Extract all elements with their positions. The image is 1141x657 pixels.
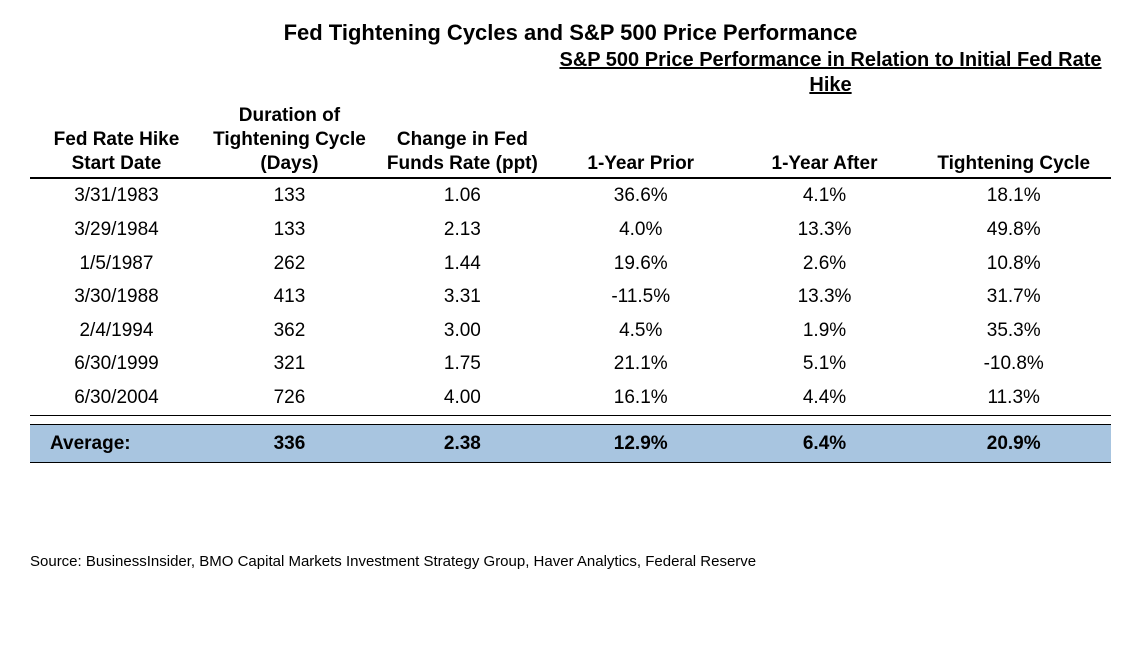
table-header-row: Fed Rate Hike Start Date Duration of Tig… (30, 102, 1111, 178)
cell-change: 1.06 (376, 178, 549, 213)
table-row: 1/5/19872621.4419.6%2.6%10.8% (30, 247, 1111, 281)
cell-change: 1.44 (376, 247, 549, 281)
average-row: Average:3362.3812.9%6.4%20.9% (30, 424, 1111, 463)
subtitle: S&P 500 Price Performance in Relation to… (550, 48, 1111, 98)
cell-cycle: 11.3% (916, 381, 1111, 415)
cell-after: 13.3% (733, 280, 917, 314)
cell-after: 13.3% (733, 213, 917, 247)
cell-duration: 262 (203, 247, 376, 281)
col-header-after: 1-Year After (733, 102, 917, 178)
cell-cycle: 35.3% (916, 314, 1111, 348)
cell-date: 3/30/1988 (30, 280, 203, 314)
cell-date: 6/30/1999 (30, 347, 203, 381)
avg-label: Average: (30, 424, 203, 463)
cell-after: 5.1% (733, 347, 917, 381)
cell-date: 1/5/1987 (30, 247, 203, 281)
data-table: Fed Rate Hike Start Date Duration of Tig… (30, 102, 1111, 463)
cell-date: 3/31/1983 (30, 178, 203, 213)
cell-duration: 133 (203, 213, 376, 247)
cell-prior: 4.0% (549, 213, 733, 247)
cell-prior: 16.1% (549, 381, 733, 415)
cell-date: 2/4/1994 (30, 314, 203, 348)
cell-after: 4.1% (733, 178, 917, 213)
cell-cycle: 10.8% (916, 247, 1111, 281)
cell-prior: -11.5% (549, 280, 733, 314)
cell-after: 4.4% (733, 381, 917, 415)
cell-change: 2.13 (376, 213, 549, 247)
source-note: Source: BusinessInsider, BMO Capital Mar… (30, 553, 1111, 570)
spacer-row (30, 415, 1111, 424)
cell-prior: 36.6% (549, 178, 733, 213)
cell-change: 3.31 (376, 280, 549, 314)
avg-cycle: 20.9% (916, 424, 1111, 463)
cell-prior: 19.6% (549, 247, 733, 281)
cell-prior: 21.1% (549, 347, 733, 381)
cell-duration: 321 (203, 347, 376, 381)
col-header-cycle: Tightening Cycle (916, 102, 1111, 178)
cell-duration: 133 (203, 178, 376, 213)
avg-duration: 336 (203, 424, 376, 463)
col-header-change: Change in Fed Funds Rate (ppt) (376, 102, 549, 178)
cell-change: 1.75 (376, 347, 549, 381)
cell-cycle: -10.8% (916, 347, 1111, 381)
col-header-prior: 1-Year Prior (549, 102, 733, 178)
table-row: 6/30/20047264.0016.1%4.4%11.3% (30, 381, 1111, 415)
cell-duration: 726 (203, 381, 376, 415)
table-row: 3/29/19841332.134.0%13.3%49.8% (30, 213, 1111, 247)
cell-cycle: 49.8% (916, 213, 1111, 247)
cell-cycle: 18.1% (916, 178, 1111, 213)
cell-change: 4.00 (376, 381, 549, 415)
cell-duration: 362 (203, 314, 376, 348)
cell-after: 2.6% (733, 247, 917, 281)
cell-duration: 413 (203, 280, 376, 314)
avg-change: 2.38 (376, 424, 549, 463)
table-row: 6/30/19993211.7521.1%5.1%-10.8% (30, 347, 1111, 381)
cell-cycle: 31.7% (916, 280, 1111, 314)
cell-change: 3.00 (376, 314, 549, 348)
cell-prior: 4.5% (549, 314, 733, 348)
col-header-duration: Duration of Tightening Cycle (Days) (203, 102, 376, 178)
table-row: 3/31/19831331.0636.6%4.1%18.1% (30, 178, 1111, 213)
table-row: 3/30/19884133.31-11.5%13.3%31.7% (30, 280, 1111, 314)
avg-prior: 12.9% (549, 424, 733, 463)
page-title: Fed Tightening Cycles and S&P 500 Price … (30, 20, 1111, 46)
cell-date: 3/29/1984 (30, 213, 203, 247)
col-header-start-date: Fed Rate Hike Start Date (30, 102, 203, 178)
table-row: 2/4/19943623.004.5%1.9%35.3% (30, 314, 1111, 348)
subtitle-row: S&P 500 Price Performance in Relation to… (30, 48, 1111, 98)
cell-date: 6/30/2004 (30, 381, 203, 415)
cell-after: 1.9% (733, 314, 917, 348)
avg-after: 6.4% (733, 424, 917, 463)
